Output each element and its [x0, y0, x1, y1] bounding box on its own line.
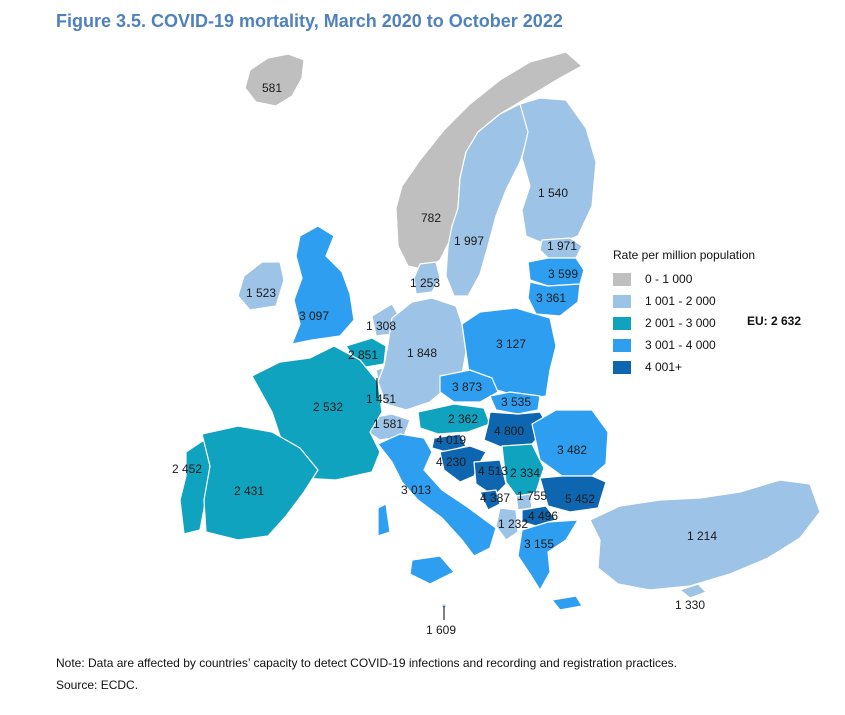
- eu-total: EU: 2 632: [747, 314, 802, 328]
- legend-label: 0 - 1 000: [645, 272, 693, 286]
- legend: Rate per million population 0 - 1 000 1 0…: [613, 248, 755, 378]
- region-t-rkiye: [589, 479, 821, 591]
- value-label-portugal: 2 452: [172, 462, 202, 476]
- value-label-kosovo: 1 755: [517, 489, 547, 503]
- value-label-slovenia: 4 019: [436, 433, 466, 447]
- value-label-netherlands: 1 308: [366, 319, 396, 333]
- value-label-czechia: 3 873: [452, 380, 482, 394]
- value-label-cyprus: 1 330: [675, 598, 705, 612]
- value-label-united-kingdom: 3 097: [299, 309, 329, 323]
- value-label-north-macedonia: 4 496: [528, 509, 558, 523]
- region-italy: [377, 433, 497, 585]
- value-label-bulgaria: 5 452: [565, 492, 595, 506]
- value-label-austria: 2 362: [448, 412, 478, 426]
- region-czechia: [439, 369, 499, 403]
- region-albania: [495, 507, 519, 541]
- value-label-latvia: 3 599: [548, 267, 578, 281]
- value-label-ireland: 1 523: [246, 286, 276, 300]
- region-serbia: [501, 443, 545, 499]
- legend-swatch: [613, 338, 631, 352]
- legend-label: 3 001 - 4 000: [645, 338, 716, 352]
- value-label-romania: 3 482: [557, 443, 587, 457]
- legend-swatch: [613, 316, 631, 330]
- chart-title: Figure 3.5. COVID-19 mortality, March 20…: [56, 11, 563, 31]
- region-montenegro: [479, 489, 501, 511]
- region-iceland: [244, 53, 305, 107]
- region-latvia: [527, 257, 585, 287]
- value-label-luxembourg: 1 451: [366, 392, 396, 406]
- region-united-kingdom: [291, 225, 355, 345]
- value-label-bosnia-and-herzegovina: 4 513: [478, 464, 508, 478]
- value-label-albania: 1 232: [498, 517, 528, 531]
- legend-item: 1 001 - 2 000: [613, 290, 755, 312]
- legend-label: 4 001+: [645, 360, 683, 374]
- region-ireland: [237, 261, 285, 311]
- region-denmark: [413, 261, 441, 295]
- region-cyprus: [679, 583, 707, 599]
- region-finland: [519, 97, 597, 247]
- value-label-t-rkiye: 1 214: [687, 529, 717, 543]
- value-label-italy: 3 013: [401, 483, 431, 497]
- legend-swatch: [613, 272, 631, 286]
- legend-item: 2 001 - 3 000: [613, 312, 755, 334]
- region-lithuania: [527, 281, 581, 317]
- legend-item: 0 - 1 000: [613, 268, 755, 290]
- value-label-switzerland: 1 581: [373, 417, 403, 431]
- note-text: Note: Data are affected by countries’ ca…: [56, 656, 677, 670]
- legend-item: 4 001+: [613, 356, 755, 378]
- region-spain: [201, 425, 319, 541]
- region-sweden: [445, 103, 531, 297]
- value-label-spain: 2 431: [234, 484, 264, 498]
- legend-label: 2 001 - 3 000: [645, 316, 716, 330]
- value-label-norway: 782: [421, 211, 441, 225]
- value-label-serbia: 2 334: [510, 466, 540, 480]
- value-label-malta: 1 609: [426, 623, 456, 637]
- source-text: Source: ECDC.: [56, 678, 139, 692]
- value-label-greece: 3 155: [524, 537, 554, 551]
- value-label-denmark: 1 253: [410, 276, 440, 290]
- legend-swatch: [613, 360, 631, 374]
- legend-label: 1 001 - 2 000: [645, 294, 716, 308]
- value-label-croatia: 4 230: [436, 455, 466, 469]
- value-label-sweden: 1 997: [454, 234, 484, 248]
- value-label-iceland: 581: [262, 81, 282, 95]
- value-label-poland: 3 127: [496, 337, 526, 351]
- value-label-finland: 1 540: [538, 186, 568, 200]
- value-label-germany: 1 848: [407, 346, 437, 360]
- value-label-belgium: 2 851: [348, 348, 378, 362]
- value-label-hungary: 4 800: [494, 424, 524, 438]
- legend-item: 3 001 - 4 000: [613, 334, 755, 356]
- region-slovakia: [489, 391, 541, 415]
- value-label-montenegro: 4 387: [480, 491, 510, 505]
- value-label-france: 2 532: [313, 400, 343, 414]
- value-label-slovakia: 3 535: [501, 395, 531, 409]
- value-label-lithuania: 3 361: [536, 291, 566, 305]
- region-bosnia-and-herzegovina: [473, 459, 507, 497]
- region-greece: [517, 519, 583, 611]
- legend-title: Rate per million population: [613, 248, 756, 262]
- region-romania: [531, 409, 609, 477]
- value-label-estonia: 1 971: [547, 239, 577, 253]
- region-bulgaria: [539, 475, 607, 513]
- region-austria: [417, 403, 491, 435]
- legend-swatch: [613, 294, 631, 308]
